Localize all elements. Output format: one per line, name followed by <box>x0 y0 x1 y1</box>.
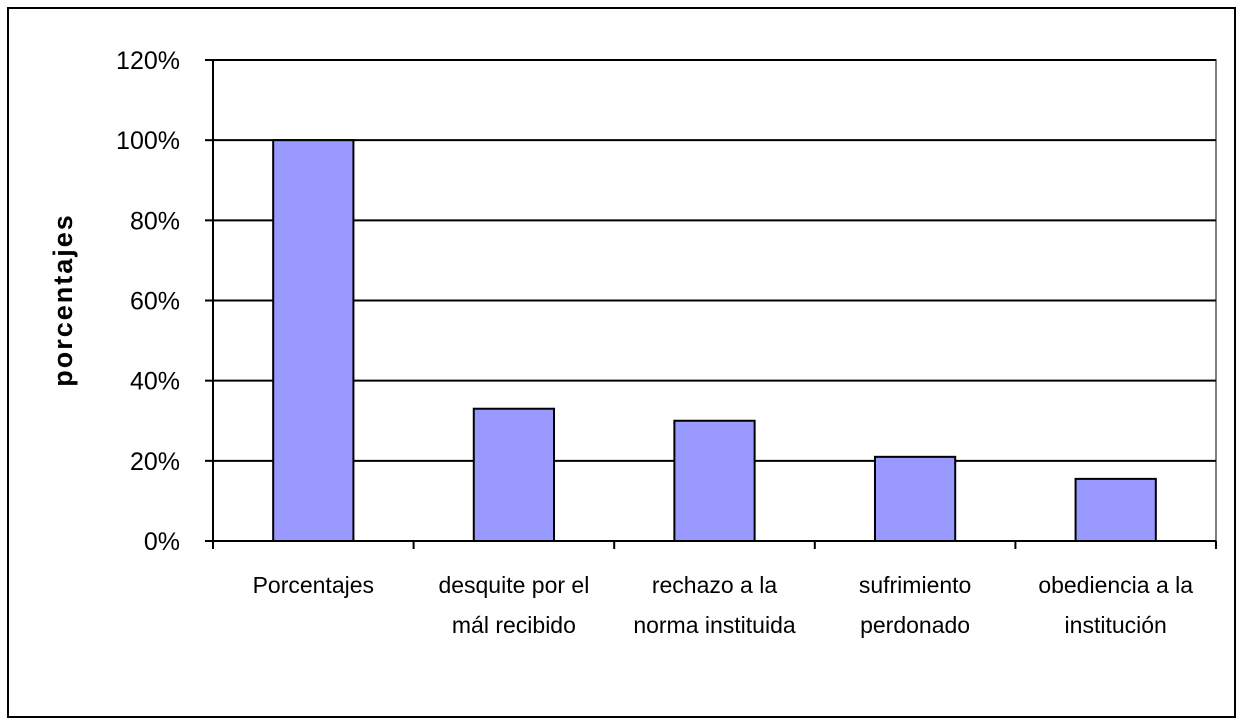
bar <box>873 455 957 543</box>
x-tick-label: sufrimiento perdonado <box>858 572 972 638</box>
x-tick-label: obediencia a la institución <box>1038 572 1194 638</box>
y-tick-label: 60% <box>130 288 180 316</box>
y-tick-label: 20% <box>130 448 180 476</box>
bar <box>1074 477 1157 542</box>
bar <box>472 407 556 542</box>
y-tick-label: 120% <box>116 47 180 75</box>
y-tick-label: 100% <box>116 127 180 155</box>
x-tick-label: desquite por el mál recibido <box>438 572 590 638</box>
y-tick-label: 80% <box>130 207 180 235</box>
y-tick-label: 0% <box>144 528 180 556</box>
y-tick-label: 40% <box>130 368 180 396</box>
x-tick-label: rechazo a la norma instituida <box>633 572 796 638</box>
bar <box>673 419 756 542</box>
bar <box>272 139 355 543</box>
x-tick-label: Porcentajes <box>252 572 375 598</box>
y-axis-label: porcentajes <box>48 213 78 387</box>
